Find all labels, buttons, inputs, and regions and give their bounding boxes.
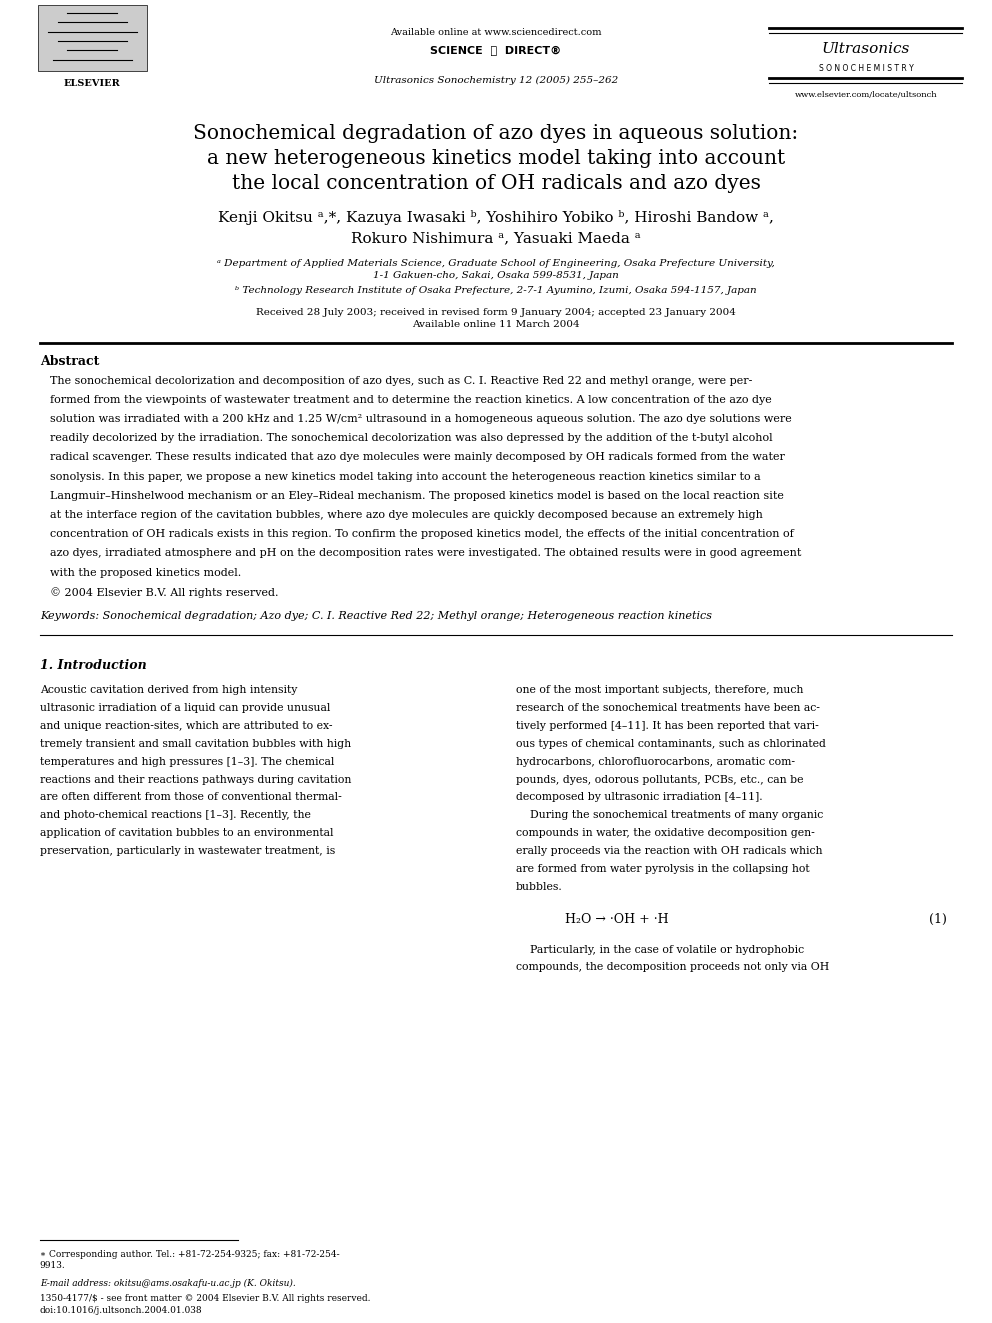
Text: S O N O C H E M I S T R Y: S O N O C H E M I S T R Y [818,64,914,73]
Text: 1. Introduction: 1. Introduction [40,659,147,672]
Text: compounds, the decomposition proceeds not only via OH: compounds, the decomposition proceeds no… [516,962,829,972]
Text: compounds in water, the oxidative decomposition gen-: compounds in water, the oxidative decomp… [516,828,814,839]
Text: Received 28 July 2003; received in revised form 9 January 2004; accepted 23 Janu: Received 28 July 2003; received in revis… [256,308,736,329]
Text: azo dyes, irradiated atmosphere and pH on the decomposition rates were investiga: azo dyes, irradiated atmosphere and pH o… [50,548,801,558]
Text: radical scavenger. These results indicated that azo dye molecules were mainly de: radical scavenger. These results indicat… [50,452,785,463]
Text: research of the sonochemical treatments have been ac-: research of the sonochemical treatments … [516,703,819,713]
Text: Ultrasonics Sonochemistry 12 (2005) 255–262: Ultrasonics Sonochemistry 12 (2005) 255–… [374,75,618,85]
Text: Abstract: Abstract [40,355,99,368]
Text: www.elsevier.com/locate/ultsonch: www.elsevier.com/locate/ultsonch [795,91,937,99]
Text: and photo-chemical reactions [1–3]. Recently, the: and photo-chemical reactions [1–3]. Rece… [40,810,310,820]
Text: at the interface region of the cavitation bubbles, where azo dye molecules are q: at the interface region of the cavitatio… [50,509,763,520]
Text: The sonochemical decolorization and decomposition of azo dyes, such as C. I. Rea: The sonochemical decolorization and deco… [50,376,752,386]
Text: one of the most important subjects, therefore, much: one of the most important subjects, ther… [516,685,804,696]
Text: with the proposed kinetics model.: with the proposed kinetics model. [50,568,241,578]
Text: (1): (1) [930,913,947,926]
Text: solution was irradiated with a 200 kHz and 1.25 W/cm² ultrasound in a homogeneou: solution was irradiated with a 200 kHz a… [50,414,792,425]
Text: formed from the viewpoints of wastewater treatment and to determine the reaction: formed from the viewpoints of wastewater… [50,394,772,405]
Text: ELSEVIER: ELSEVIER [63,79,121,89]
Text: Particularly, in the case of volatile or hydrophobic: Particularly, in the case of volatile or… [516,945,804,955]
Text: concentration of OH radicals exists in this region. To confirm the proposed kine: concentration of OH radicals exists in t… [50,529,794,540]
Text: pounds, dyes, odorous pollutants, PCBs, etc., can be: pounds, dyes, odorous pollutants, PCBs, … [516,774,804,785]
Bar [38,5,147,71]
Text: sonolysis. In this paper, we propose a new kinetics model taking into account th: sonolysis. In this paper, we propose a n… [50,471,760,482]
Text: ous types of chemical contaminants, such as chlorinated: ous types of chemical contaminants, such… [516,738,825,749]
Text: tremely transient and small cavitation bubbles with high: tremely transient and small cavitation b… [40,738,351,749]
Text: ᵃ Department of Applied Materials Science, Graduate School of Engineering, Osaka: ᵃ Department of Applied Materials Scienc… [217,259,775,280]
Text: decomposed by ultrasonic irradiation [4–11].: decomposed by ultrasonic irradiation [4–… [516,792,763,803]
Text: and unique reaction-sites, which are attributed to ex-: and unique reaction-sites, which are att… [40,721,332,732]
Text: Langmuir–Hinshelwood mechanism or an Eley–Rideal mechanism. The proposed kinetic: Langmuir–Hinshelwood mechanism or an Ele… [50,491,784,501]
Text: ∗ Corresponding author. Tel.: +81-72-254-9325; fax: +81-72-254-
9913.: ∗ Corresponding author. Tel.: +81-72-254… [40,1250,339,1270]
Text: reactions and their reactions pathways during cavitation: reactions and their reactions pathways d… [40,774,351,785]
Text: ultrasonic irradiation of a liquid can provide unusual: ultrasonic irradiation of a liquid can p… [40,703,330,713]
Text: SCIENCE  ⓓ  DIRECT®: SCIENCE ⓓ DIRECT® [431,46,561,57]
Text: are formed from water pyrolysis in the collapsing hot: are formed from water pyrolysis in the c… [516,864,809,875]
Text: Acoustic cavitation derived from high intensity: Acoustic cavitation derived from high in… [40,685,297,696]
Text: application of cavitation bubbles to an environmental: application of cavitation bubbles to an … [40,828,333,839]
Text: H₂O → ·OH + ·H: H₂O → ·OH + ·H [565,913,669,926]
Text: ᵇ Technology Research Institute of Osaka Prefecture, 2-7-1 Ayumino, Izumi, Osaka: ᵇ Technology Research Institute of Osaka… [235,286,757,295]
Text: temperatures and high pressures [1–3]. The chemical: temperatures and high pressures [1–3]. T… [40,757,334,767]
Text: preservation, particularly in wastewater treatment, is: preservation, particularly in wastewater… [40,845,335,856]
Text: readily decolorized by the irradiation. The sonochemical decolorization was also: readily decolorized by the irradiation. … [50,433,772,443]
Text: erally proceeds via the reaction with OH radicals which: erally proceeds via the reaction with OH… [516,845,822,856]
Text: © 2004 Elsevier B.V. All rights reserved.: © 2004 Elsevier B.V. All rights reserved… [50,586,278,598]
Text: 1350-4177/$ - see front matter © 2004 Elsevier B.V. All rights reserved.
doi:10.: 1350-4177/$ - see front matter © 2004 El… [40,1294,370,1315]
Text: Ultrasonics: Ultrasonics [821,42,911,57]
Text: Kenji Okitsu ᵃ,*, Kazuya Iwasaki ᵇ, Yoshihiro Yobiko ᵇ, Hiroshi Bandow ᵃ,
Rokuro: Kenji Okitsu ᵃ,*, Kazuya Iwasaki ᵇ, Yosh… [218,210,774,245]
Text: tively performed [4–11]. It has been reported that vari-: tively performed [4–11]. It has been rep… [516,721,818,732]
Text: Keywords: Sonochemical degradation; Azo dye; C. I. Reactive Red 22; Methyl orang: Keywords: Sonochemical degradation; Azo … [40,611,711,622]
Text: Sonochemical degradation of azo dyes in aqueous solution:
a new heterogeneous ki: Sonochemical degradation of azo dyes in … [193,124,799,193]
Text: Available online at www.sciencedirect.com: Available online at www.sciencedirect.co… [390,28,602,37]
Text: hydrocarbons, chlorofluorocarbons, aromatic com-: hydrocarbons, chlorofluorocarbons, aroma… [516,757,795,767]
Text: are often different from those of conventional thermal-: are often different from those of conven… [40,792,341,803]
Text: bubbles.: bubbles. [516,881,562,892]
Text: E-mail address: okitsu@ams.osakafu-u.ac.jp (K. Okitsu).: E-mail address: okitsu@ams.osakafu-u.ac.… [40,1279,296,1289]
Text: During the sonochemical treatments of many organic: During the sonochemical treatments of ma… [516,810,823,820]
